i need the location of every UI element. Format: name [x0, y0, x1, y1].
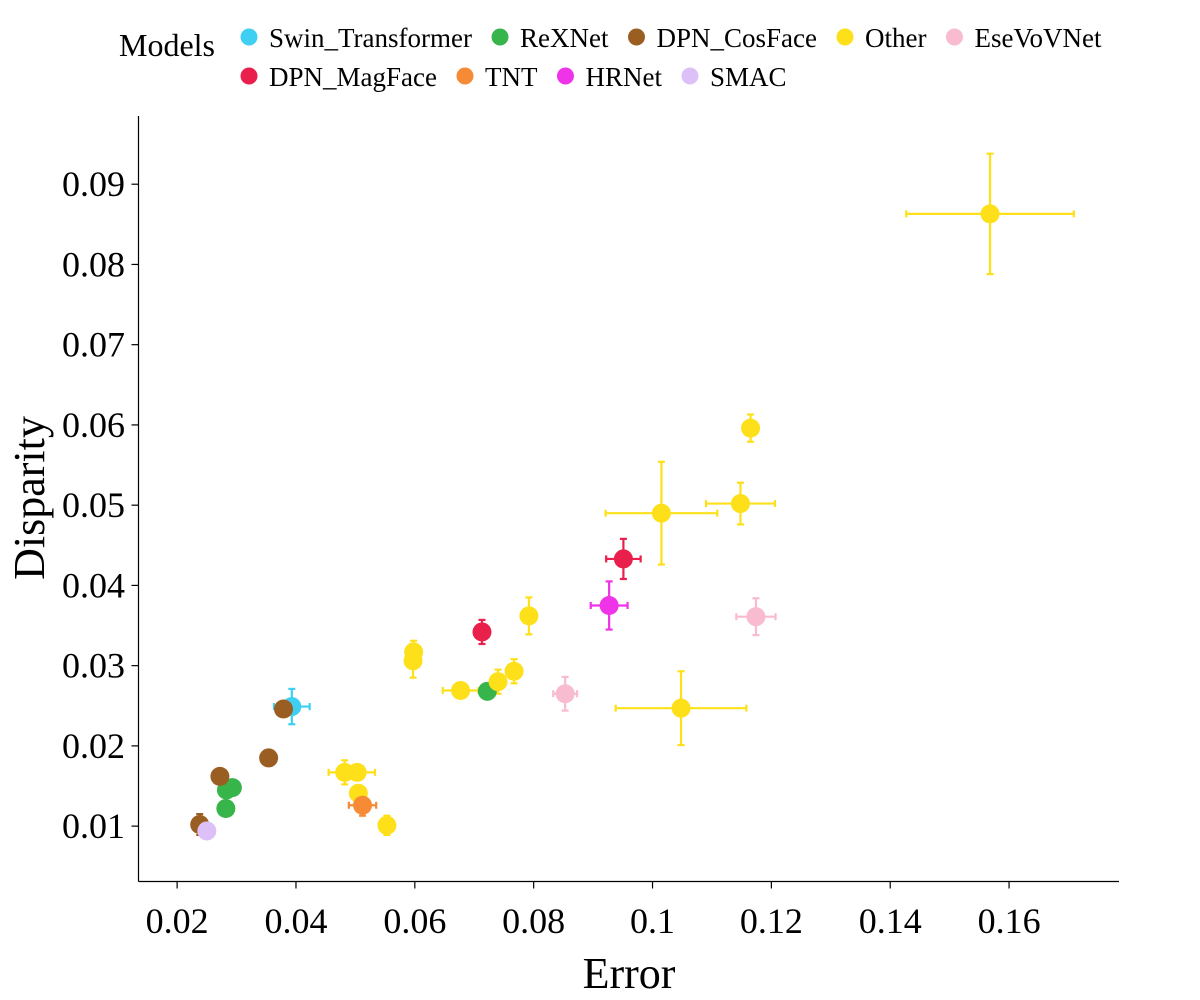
legend-entry: Other	[836, 23, 926, 53]
data-point	[210, 766, 230, 786]
data-point	[451, 681, 471, 701]
legend-entry: DPN_MagFace	[240, 62, 437, 92]
legend-marker	[628, 28, 645, 46]
data-point	[519, 606, 539, 626]
data-point	[273, 699, 293, 719]
data-point	[613, 549, 633, 569]
x-tick-label: 0.02	[146, 901, 209, 941]
legend-label: TNT	[485, 62, 538, 92]
data-point	[555, 684, 575, 704]
plot-area: 0.02 0.04 0.06 0.08 0.1 0.12 0.14 0.16 0.01 0.02…	[62, 116, 1119, 941]
x-tick-label: 0.04	[264, 901, 327, 941]
legend-label: Swin_Transformer	[269, 23, 472, 53]
legend-entry: DPN_CosFace	[628, 23, 817, 53]
y-tick-label: 0.02	[62, 726, 125, 766]
legend-label: HRNet	[585, 62, 662, 92]
data-point	[730, 494, 750, 514]
legend-entries: Swin_Transformer ReXNet DPN_CosFace Other Es…	[240, 23, 1102, 92]
legend-label: SMAC	[710, 62, 787, 92]
data-point	[599, 595, 619, 615]
data-point	[197, 821, 217, 841]
legend-entry: EseVoVNet	[945, 23, 1102, 53]
data-point	[671, 698, 691, 718]
y-tick-label: 0.01	[62, 806, 125, 846]
legend-label: Other	[865, 23, 926, 53]
y-tick-label: 0.03	[62, 646, 125, 686]
data-point	[651, 503, 671, 523]
legend-entry: SMAC	[681, 62, 787, 92]
data-points	[190, 204, 1000, 841]
y-tick-label: 0.04	[62, 565, 125, 605]
y-tick-label: 0.09	[62, 164, 125, 204]
legend-title: Models	[119, 27, 215, 63]
legend-marker	[836, 28, 854, 46]
legend-label: DPN_CosFace	[657, 23, 818, 53]
legend-label: DPN_MagFace	[269, 62, 437, 92]
data-point	[488, 672, 508, 692]
x-tick-label: 0.08	[502, 901, 565, 941]
y-tick-label: 0.06	[62, 405, 125, 445]
legend: Models Swin_Transformer ReXNet DPN_CosFace…	[119, 23, 1102, 92]
x-ticks: 0.02 0.04 0.06 0.08 0.1 0.12 0.14 0.16	[146, 881, 1041, 941]
data-point	[741, 418, 761, 438]
legend-marker	[945, 28, 963, 46]
legend-entry: HRNet	[556, 62, 662, 92]
x-tick-label: 0.06	[383, 901, 446, 941]
y-axis-label: Disparity	[5, 416, 54, 580]
legend-marker	[491, 28, 509, 46]
data-point	[746, 607, 766, 627]
x-tick-label: 0.12	[740, 901, 803, 941]
legend-marker	[240, 67, 258, 85]
data-point	[377, 815, 397, 835]
legend-marker	[240, 28, 258, 46]
data-point	[472, 622, 492, 642]
error-bars	[191, 152, 1075, 837]
legend-marker	[556, 67, 574, 85]
x-tick-label: 0.14	[859, 901, 922, 941]
x-axis-label: Error	[583, 949, 676, 998]
y-tick-label: 0.05	[62, 485, 125, 525]
legend-marker	[456, 67, 474, 85]
data-point	[259, 748, 279, 768]
x-tick-label: 0.16	[978, 901, 1041, 941]
data-point	[980, 204, 1000, 224]
y-tick-label: 0.07	[62, 325, 125, 365]
legend-label: ReXNet	[520, 23, 609, 53]
data-point	[504, 661, 524, 681]
y-ticks: 0.01 0.02 0.03 0.04 0.05 0.06 0.07 0.08 0.09	[62, 164, 139, 846]
data-point	[216, 798, 236, 818]
legend-entry: Swin_Transformer	[240, 23, 472, 53]
data-point	[353, 795, 373, 815]
data-point	[403, 651, 423, 671]
legend-entry: ReXNet	[491, 23, 609, 53]
data-point	[347, 762, 367, 782]
legend-label: EseVoVNet	[974, 23, 1101, 53]
legend-marker	[681, 67, 699, 85]
legend-entry: TNT	[456, 62, 538, 92]
y-tick-label: 0.08	[62, 244, 125, 284]
x-tick-label: 0.1	[630, 901, 675, 941]
